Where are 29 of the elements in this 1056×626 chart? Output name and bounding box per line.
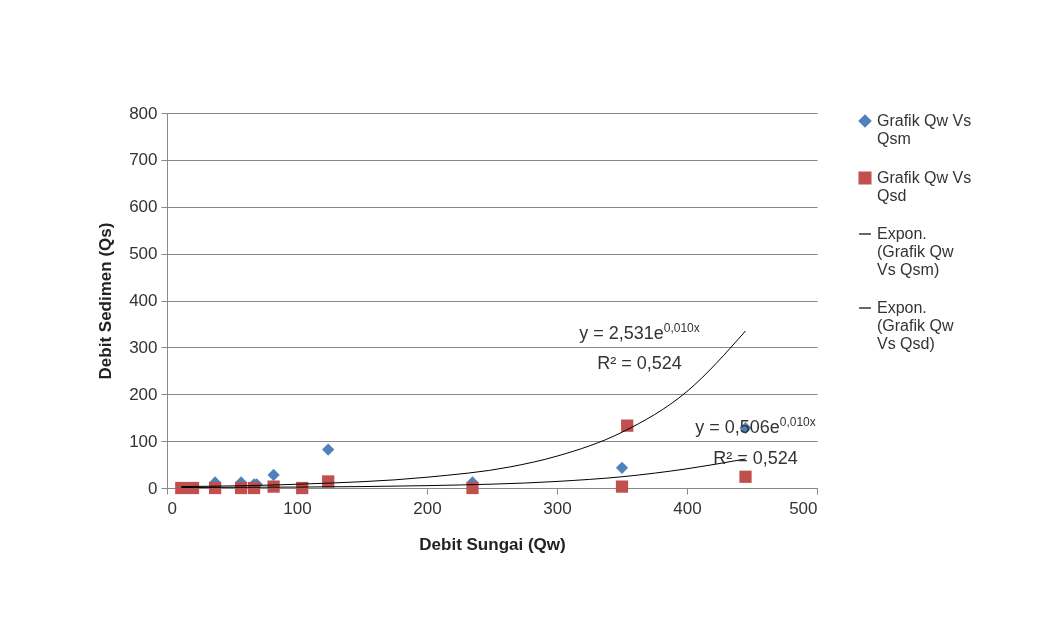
y-tick-label: 0	[148, 478, 158, 498]
legend-label: Expon. (Grafik Qw Vs Qsd)	[877, 299, 954, 352]
point	[322, 443, 335, 456]
annotation: R² = 0,524	[597, 352, 682, 373]
point	[267, 468, 280, 481]
y-tick-label: 300	[129, 337, 158, 357]
annotation: y = 2,531e$^{0,010x}$	[579, 320, 700, 343]
x-tick-label: 300	[543, 498, 572, 518]
point	[466, 481, 479, 495]
y-axis-title: Debit Sedimen (Qs)	[96, 222, 116, 380]
point	[615, 461, 629, 474]
y-tick-label: 200	[129, 384, 158, 404]
x-tick-label: 400	[673, 498, 702, 518]
x-tick-label: 0	[167, 498, 177, 518]
point	[739, 470, 752, 483]
point	[615, 480, 629, 493]
x-tick-label: 100	[283, 498, 312, 518]
y-tick-label: 500	[129, 244, 158, 264]
y-tick-label: 600	[129, 197, 158, 217]
y-tick-label: 100	[129, 431, 158, 451]
legend-label: Grafik Qw Vs Qsd	[877, 169, 972, 204]
x-tick-label: 500	[789, 498, 818, 518]
legend-label: Expon. (Grafik Qw Vs Qsm)	[877, 225, 954, 278]
y-tick-label: 400	[129, 291, 158, 310]
y-tick-label: 800	[129, 103, 158, 123]
x-tick-label: 200	[413, 498, 442, 518]
legend-label: Grafik Qw Vs Qsm	[877, 112, 972, 147]
x-axis-title: Debit Sungai (Qw)	[419, 534, 566, 554]
y-tick-label: 700	[129, 150, 158, 170]
